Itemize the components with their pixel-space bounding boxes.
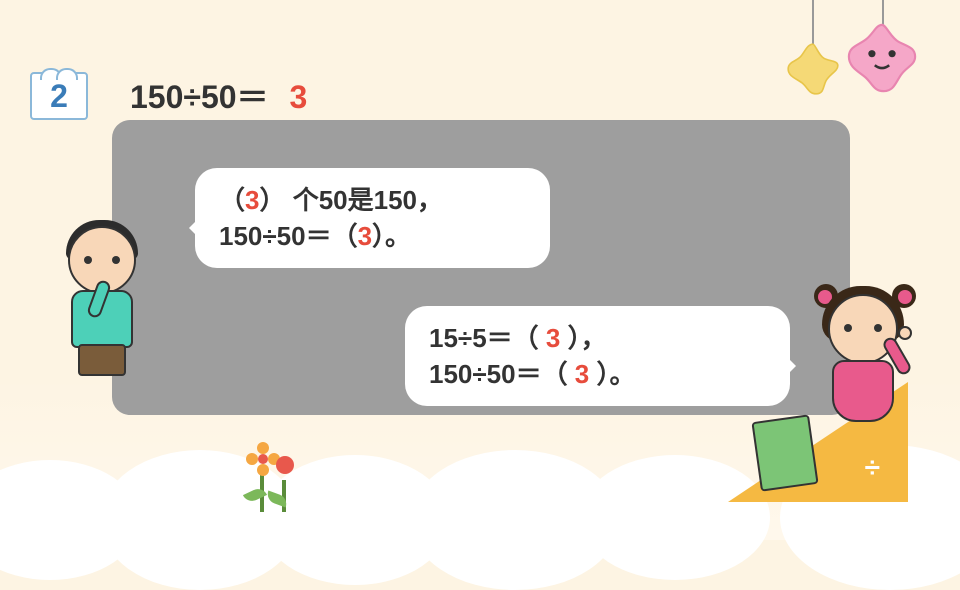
- b1l2-pre: 150÷50＝（: [219, 221, 358, 251]
- badge-number: 2: [50, 78, 68, 115]
- b1l1-ans: 3: [245, 185, 259, 215]
- flower-decoration: [240, 442, 320, 512]
- main-equation: 150÷50＝ 3: [130, 72, 307, 118]
- star-string-1: [812, 0, 814, 48]
- b1l1-post: ） 个50是150，: [259, 185, 443, 215]
- equation-answer: 3: [289, 79, 307, 115]
- girl-character: [800, 282, 930, 482]
- b1l2-ans: 3: [358, 221, 372, 251]
- bubble2-line1: 15÷5＝（ 3 ），: [429, 320, 766, 356]
- b2l1-ans: 3: [546, 323, 560, 353]
- boy-character: [42, 218, 162, 398]
- star-pink: [846, 22, 918, 94]
- bubble1-line1: （3） 个50是150，: [219, 182, 526, 218]
- bubble1-line2: 150÷50＝（3）。: [219, 218, 526, 254]
- b2l2-ans: 3: [575, 359, 589, 389]
- b1l1-pre: （: [219, 185, 245, 215]
- b2l1-post: ），: [560, 323, 606, 353]
- star-yellow: [786, 42, 840, 96]
- b2l1-pre: 15÷5＝（: [429, 323, 546, 353]
- b1l2-post: ）。: [372, 221, 411, 251]
- b2l2-post: ）。: [589, 359, 635, 389]
- speech-bubble-boy: （3） 个50是150， 150÷50＝（3）。: [195, 168, 550, 268]
- equation-expr: 150÷50＝: [130, 79, 269, 115]
- problem-number-badge: 2: [30, 72, 88, 120]
- b2l2-pre: 150÷50＝（: [429, 359, 575, 389]
